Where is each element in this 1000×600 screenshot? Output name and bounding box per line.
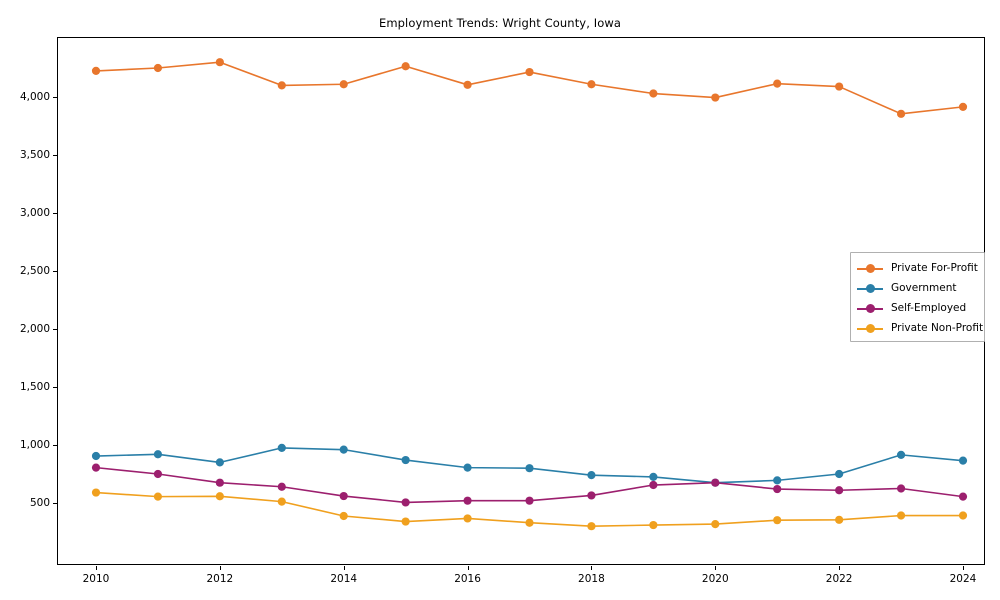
x-tick-label: 2012: [206, 573, 234, 585]
legend-label: Private Non-Profit: [891, 322, 984, 334]
y-tick-label: 3,500: [19, 149, 50, 161]
chart-legend: Private For-Profit Government Self-Employe…: [850, 252, 985, 342]
y-tick-label: 2,500: [19, 265, 50, 277]
x-tick-label: 2016: [454, 573, 481, 585]
y-tick-label: 4,000: [19, 91, 50, 103]
x-tick-mark: [591, 566, 593, 570]
x-tick-mark: [219, 566, 221, 570]
y-tick-mark: [53, 445, 57, 446]
y-tick-label: 1,000: [19, 439, 50, 451]
legend-marker-icon: [866, 284, 875, 293]
y-tick-mark: [53, 387, 57, 388]
y-tick-mark: [53, 155, 57, 156]
legend-item-self-employed[interactable]: Self-Employed: [857, 299, 982, 319]
x-tick-mark: [715, 566, 717, 570]
legend-label: Government: [891, 282, 957, 294]
legend-marker-icon: [866, 264, 875, 273]
y-tick-label: 1,500: [19, 381, 50, 393]
legend-label: Self-Employed: [891, 302, 967, 314]
y-tick-mark: [53, 213, 57, 214]
legend-item-private-for-profit[interactable]: Private For-Profit: [857, 259, 982, 279]
legend-item-government[interactable]: Government: [857, 279, 982, 299]
x-tick-label: 2022: [825, 573, 853, 585]
x-tick-label: 2014: [330, 573, 358, 585]
y-tick-label: 500: [29, 497, 50, 509]
x-tick-mark: [839, 566, 841, 570]
y-tick-label: 3,000: [19, 207, 50, 219]
y-tick-label: 2,000: [19, 323, 50, 335]
x-tick-mark: [467, 566, 469, 570]
legend-marker-icon: [866, 324, 875, 333]
y-tick-mark: [53, 97, 57, 98]
x-tick-mark: [963, 566, 964, 570]
chart-title: Employment Trends: Wright County, Iowa: [378, 16, 621, 30]
x-tick-mark: [343, 566, 345, 570]
legend-label: Private For-Profit: [891, 262, 978, 274]
legend-item-private-non-profit[interactable]: Private Non-Profit: [857, 319, 984, 339]
x-tick-label: 2010: [82, 573, 110, 585]
x-tick-mark: [96, 566, 97, 570]
x-tick-label: 2018: [578, 573, 605, 585]
y-tick-mark: [53, 503, 57, 504]
y-tick-mark: [53, 271, 57, 272]
y-tick-mark: [53, 329, 57, 330]
x-tick-label: 2020: [701, 573, 729, 585]
plot-area: [57, 37, 985, 565]
x-tick-label: 2024: [949, 573, 977, 585]
legend-marker-icon: [866, 304, 875, 313]
